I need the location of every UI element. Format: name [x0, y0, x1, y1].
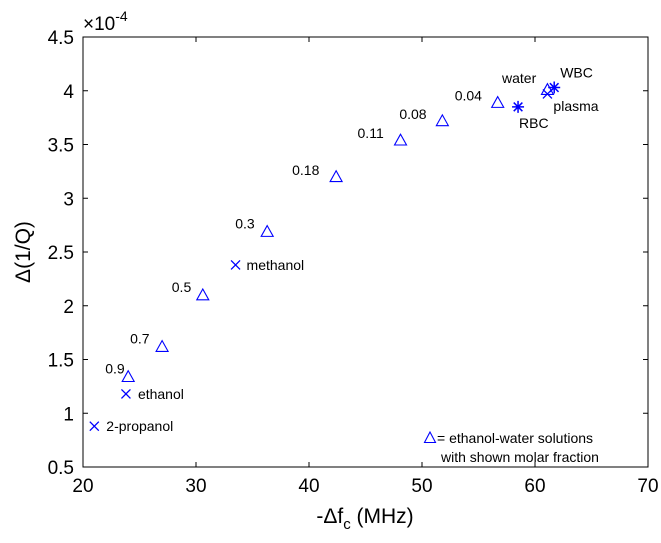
plot-area: [82, 36, 649, 468]
triangle-marker: [155, 339, 170, 352]
point-label: 0.5: [172, 279, 192, 295]
y-multiplier: ×10-4: [83, 8, 128, 35]
y-tick-label: 2: [63, 297, 74, 318]
legend-triangle-marker: [423, 430, 437, 444]
point-label: plasma: [553, 98, 598, 114]
point-label: RBC: [519, 115, 549, 131]
x-marker: [230, 259, 241, 270]
y-tick-label: 2.5: [48, 243, 74, 264]
annotation-water: water: [501, 70, 537, 86]
y-axis-label: Δ(1/Q): [12, 221, 35, 283]
y-tick-label: 1.5: [48, 351, 74, 372]
x-marker: [89, 421, 100, 432]
triangle-marker: [490, 95, 505, 108]
point-label: 0.7: [130, 331, 150, 347]
star-marker: [512, 100, 525, 113]
star-marker: [548, 81, 561, 94]
triangle-marker: [121, 369, 136, 383]
point-label: methanol: [247, 257, 305, 273]
x-tick-label: 40: [298, 476, 319, 497]
x-tick-label: 20: [72, 476, 93, 497]
point-label: WBC: [560, 65, 593, 81]
y-tick-label: 1: [63, 404, 74, 425]
point-label: 2-propanol: [106, 418, 173, 434]
axis-ticks: 20 30 40 50 60 70 0.5 1 1.5 2 2.5 3 3.5 4 4.5: [48, 28, 659, 497]
x-tick-label: 70: [637, 476, 658, 497]
x-tick-label: 50: [411, 476, 432, 497]
triangle-marker: [329, 169, 344, 183]
triangle-marker: [435, 113, 450, 127]
y-tick-label: 4: [63, 82, 74, 103]
triangle-marker: [195, 287, 210, 301]
y-tick-label: 3: [63, 189, 74, 210]
legend-line-2: with shown molar fraction: [440, 449, 599, 465]
y-tick-label: 4.5: [48, 28, 74, 49]
x-axis-label: -Δfc (MHz): [316, 505, 413, 533]
point-label: ethanol: [138, 386, 184, 402]
x-tick-label: 60: [524, 476, 545, 497]
point-label: 0.08: [399, 106, 426, 122]
triangle-marker: [260, 224, 275, 237]
x-marker: [120, 388, 131, 399]
x-tick-label: 30: [185, 476, 206, 497]
point-label: 0.9: [105, 361, 125, 377]
y-tick-label: 3.5: [48, 136, 74, 157]
point-label: 0.11: [358, 125, 384, 141]
triangle-marker: [393, 133, 408, 146]
y-tick-label: 0.5: [48, 458, 74, 479]
point-label: 0.04: [455, 88, 482, 104]
data-points: 0.9 0.7 0.5 0.3 0.18 0.11 0.08 0.04 2-propanol et…: [89, 65, 599, 434]
legend-line-1: = ethanol-water solutions: [437, 430, 593, 446]
point-label: 0.3: [235, 216, 255, 232]
legend: = ethanol-water solutions with shown mol…: [423, 430, 599, 465]
point-label: 0.18: [292, 162, 319, 178]
